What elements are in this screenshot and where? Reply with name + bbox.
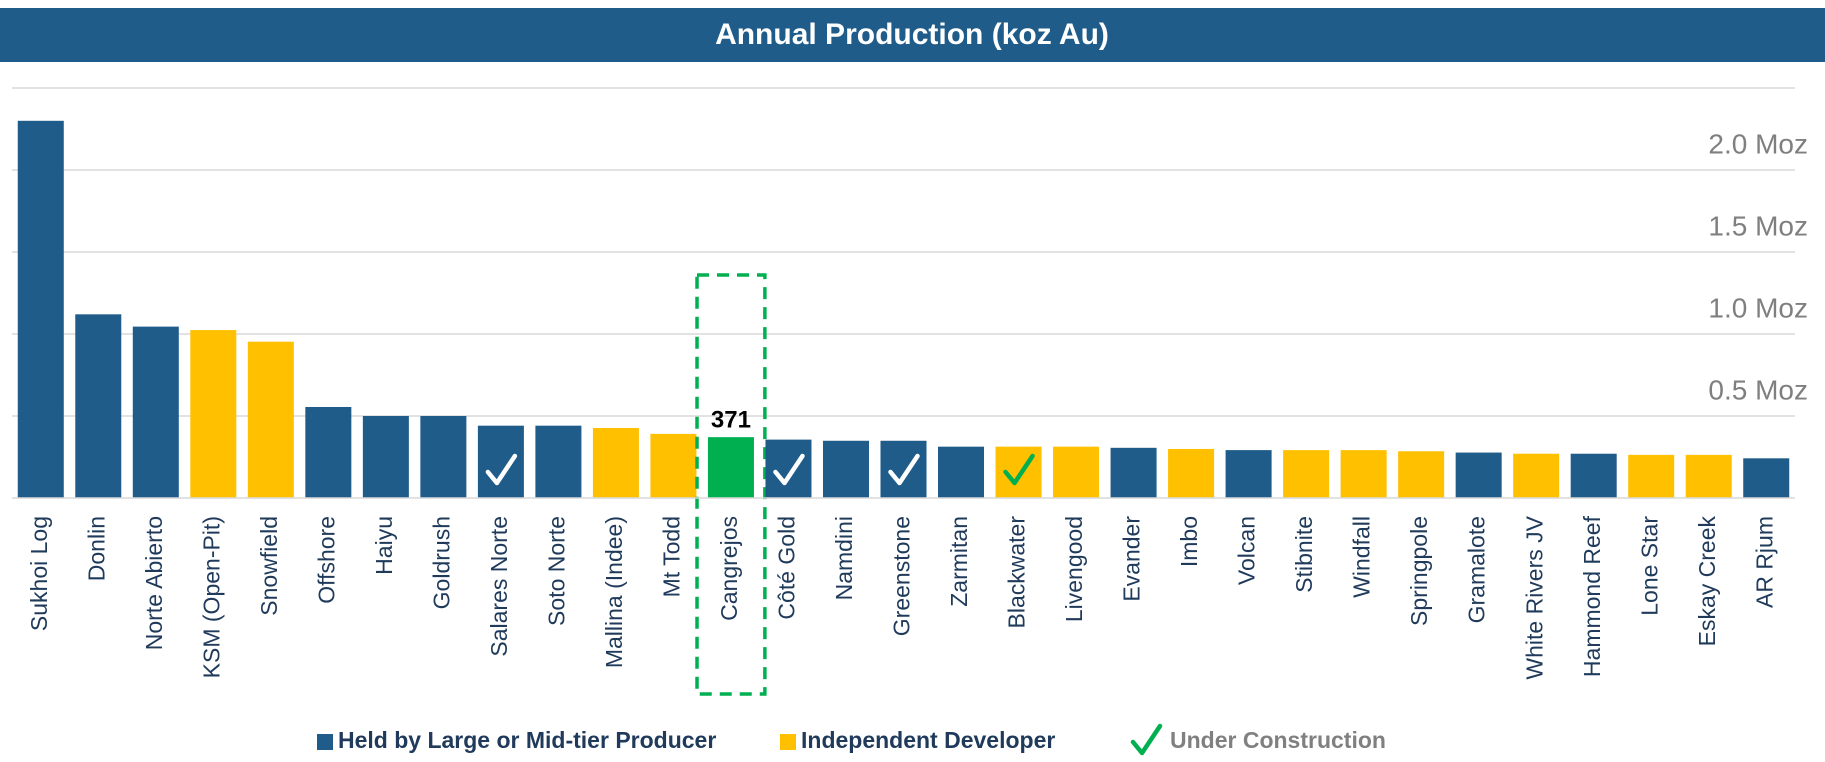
- bar: [1455, 452, 1502, 498]
- y-tick-label: 1.5 Moz: [1708, 210, 1808, 241]
- y-tick-label: 2.0 Moz: [1708, 128, 1808, 159]
- x-tick-label: Eskay Creek: [1694, 516, 1720, 647]
- x-tick-label: Greenstone: [889, 516, 915, 636]
- x-tick-label: Namdini: [831, 516, 857, 600]
- legend-swatch: [780, 734, 796, 750]
- bar: [1570, 453, 1617, 498]
- x-tick-label: Imbo: [1176, 516, 1202, 567]
- bar: [1225, 450, 1272, 498]
- bar: [1398, 451, 1445, 498]
- x-tick-label: Haiyu: [371, 516, 397, 575]
- x-tick-label: Springpole: [1406, 516, 1432, 626]
- x-tick-label: Volcan: [1234, 516, 1260, 585]
- bar: [1340, 450, 1387, 498]
- bar: [190, 330, 237, 498]
- bar: [477, 425, 524, 498]
- bar: [1743, 458, 1790, 498]
- bar: [1053, 446, 1100, 498]
- bar: [822, 440, 869, 498]
- bar: [1283, 450, 1330, 498]
- chart-title: Annual Production (koz Au): [715, 18, 1109, 51]
- legend-label: Under Construction: [1170, 727, 1386, 753]
- bar: [535, 425, 582, 498]
- legend-label: Independent Developer: [801, 727, 1055, 753]
- bar: [1513, 453, 1560, 498]
- x-tick-label: Lone Star: [1636, 516, 1662, 616]
- x-tick-label: Donlin: [83, 516, 109, 581]
- bar: [247, 341, 294, 498]
- x-tick-label: Gramalote: [1464, 516, 1490, 623]
- title-bar: [0, 8, 1825, 62]
- bar: [1110, 447, 1157, 498]
- x-tick-label: White Rivers JV: [1521, 515, 1547, 679]
- x-tick-label: Mt Todd: [659, 516, 685, 597]
- check-icon: [773, 453, 805, 486]
- legend-label: Held by Large or Mid-tier Producer: [338, 727, 716, 753]
- data-label: 371: [711, 406, 751, 433]
- bar: [420, 416, 467, 498]
- bar: [1628, 454, 1675, 498]
- x-tick-label: Snowfield: [256, 516, 282, 616]
- check-icon: [485, 453, 518, 486]
- bar: [995, 446, 1042, 498]
- x-tick-label: Hammond Reef: [1579, 515, 1605, 677]
- x-tick-label: Offshore: [313, 516, 339, 604]
- x-tick-label: Cangrejos: [716, 516, 742, 621]
- bar: [132, 326, 179, 498]
- x-tick-label: Salares Norte: [486, 516, 512, 657]
- x-tick-label: Stibnite: [1291, 516, 1317, 593]
- bar: [305, 406, 352, 498]
- x-tick-label: KSM (Open-Pit): [198, 516, 224, 678]
- x-tick-label: Livengood: [1061, 516, 1087, 622]
- bar: [592, 427, 639, 498]
- x-tick-label: Windfall: [1349, 516, 1375, 598]
- x-tick-label: Evander: [1119, 516, 1145, 602]
- x-tick-label: Zarmitan: [946, 516, 972, 607]
- highlight-box: [695, 273, 767, 696]
- bar: [362, 416, 409, 498]
- x-tick-label: Soto Norte: [543, 516, 569, 626]
- legend-swatch: [317, 734, 333, 750]
- bar: [938, 446, 985, 498]
- x-tick-label: Sukhoi Log: [26, 516, 52, 631]
- bar: [880, 440, 927, 498]
- x-tick-label: Norte Abierto: [141, 516, 167, 650]
- bar: [707, 437, 754, 498]
- y-tick-label: 0.5 Moz: [1708, 374, 1808, 405]
- bar: [650, 433, 697, 498]
- bar: [17, 120, 64, 499]
- y-tick-label: 1.0 Moz: [1708, 292, 1808, 323]
- check-icon: [1003, 453, 1035, 486]
- x-tick-label: Côté Gold: [774, 516, 800, 620]
- bar: [765, 439, 812, 498]
- x-tick-label: Mallina (Indee): [601, 516, 627, 668]
- check-icon: [1130, 723, 1163, 756]
- bar: [1168, 448, 1215, 498]
- x-tick-label: Blackwater: [1004, 516, 1030, 629]
- bar: [1685, 454, 1732, 498]
- x-tick-label: AR Rjum: [1751, 516, 1777, 608]
- x-tick-label: Goldrush: [428, 516, 454, 609]
- check-icon: [888, 453, 920, 486]
- bar: [75, 314, 122, 498]
